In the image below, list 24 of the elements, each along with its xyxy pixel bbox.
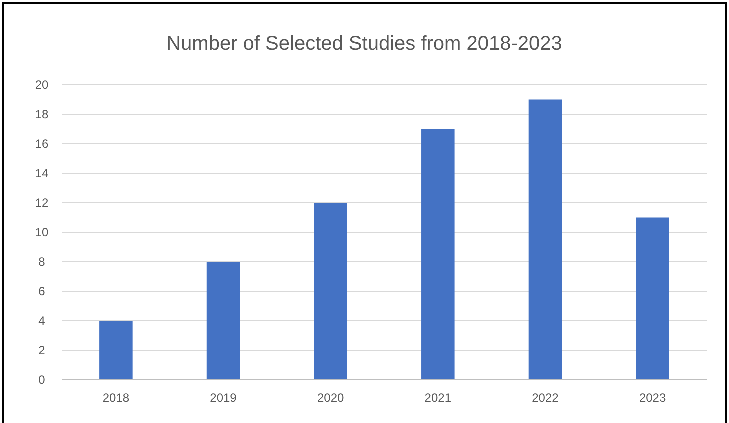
y-tick-label: 10: [35, 226, 49, 240]
y-tick-label: 0: [38, 373, 46, 388]
y-tick-label: 4: [38, 314, 46, 328]
y-tick-label: 14: [35, 166, 49, 181]
y-tick-label: 16: [35, 137, 49, 152]
y-tick-label: 20: [35, 78, 49, 92]
y-tick-label: 6: [38, 284, 46, 299]
x-tick-label: 2018: [102, 391, 130, 405]
y-tick-label: 2: [38, 344, 46, 358]
bar: [314, 203, 348, 380]
y-tick-label: 8: [38, 255, 46, 270]
bar: [636, 218, 670, 380]
bar: [206, 262, 240, 380]
x-tick-label: 2021: [424, 391, 452, 405]
x-tick-label: 2023: [639, 391, 666, 405]
bar: [100, 321, 133, 380]
x-tick-label: 2020: [317, 391, 345, 405]
bar: [422, 129, 455, 380]
chart-title: Number of Selected Studies from 2018-2023: [166, 33, 562, 55]
y-tick-label: 18: [35, 108, 49, 122]
bar: [528, 100, 562, 380]
x-tick-label: 2022: [532, 391, 560, 405]
x-tick-label: 2019: [210, 391, 238, 405]
y-tick-label: 12: [35, 196, 49, 210]
